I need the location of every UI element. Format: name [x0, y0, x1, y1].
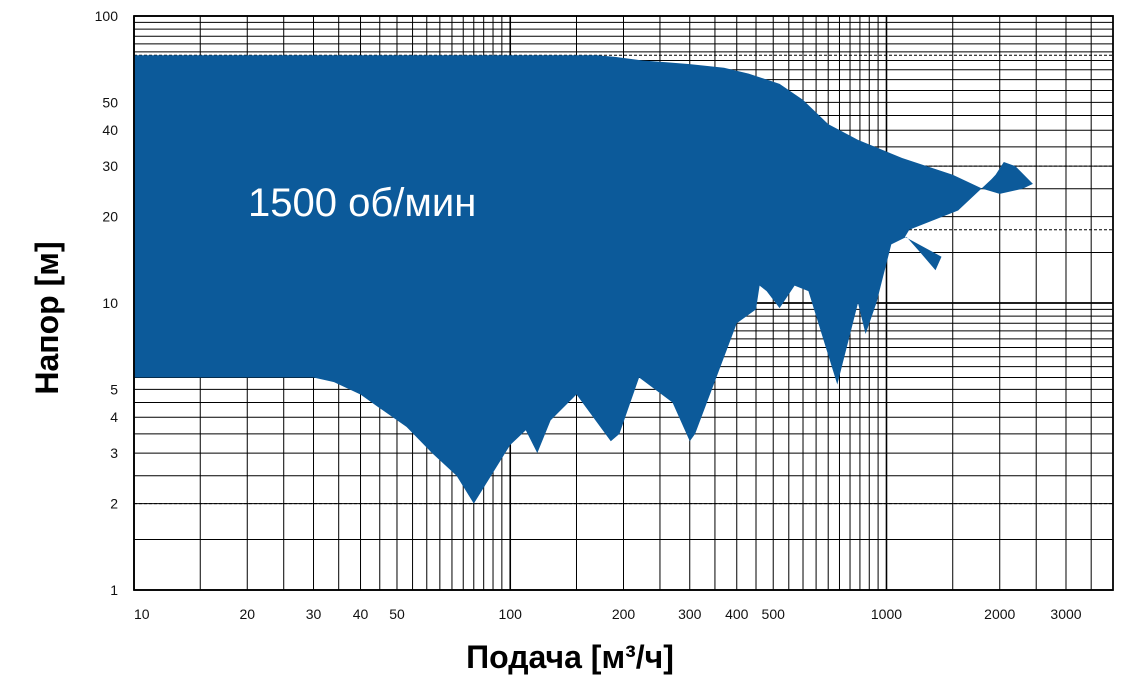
y-tick-label: 3 — [110, 445, 118, 461]
y-tick-label: 20 — [102, 209, 118, 225]
y-tick-label: 10 — [102, 295, 118, 311]
x-tick-label: 1000 — [871, 606, 902, 622]
y-tick-label: 4 — [110, 409, 118, 425]
x-tick-label: 40 — [353, 606, 369, 622]
x-tick-label: 400 — [725, 606, 749, 622]
y-tick-label: 2 — [110, 496, 118, 512]
x-tick-labels: 10 20 30 40 50 100 200 300 400 500 1000 2000 3000 — [134, 606, 1082, 622]
x-tick-label: 200 — [612, 606, 636, 622]
x-tick-label: 10 — [134, 606, 150, 622]
x-tick-label: 3000 — [1050, 606, 1081, 622]
y-tick-label: 40 — [102, 122, 118, 138]
plot-frame — [133, 15, 1114, 591]
x-tick-label: 30 — [306, 606, 322, 622]
x-tick-label: 20 — [239, 606, 255, 622]
x-tick-label: 300 — [678, 606, 702, 622]
speed-label: 1500 об/мин — [248, 181, 476, 225]
y-tick-label: 1 — [110, 582, 118, 598]
y-tick-labels: 1 2 3 4 5 10 20 30 40 50 100 — [95, 8, 119, 598]
x-tick-label: 100 — [499, 606, 523, 622]
y-tick-label: 50 — [102, 94, 118, 110]
dashed-reference-lines — [134, 54, 1113, 505]
x-tick-label: 50 — [389, 606, 405, 622]
x-axis-title: Подача [м³/ч] — [466, 639, 674, 675]
y-tick-label: 5 — [110, 381, 118, 397]
x-tick-label: 2000 — [984, 606, 1015, 622]
y-tick-label: 100 — [95, 8, 119, 24]
operating-area — [134, 55, 1033, 504]
y-axis-title: Напор [м] — [29, 241, 65, 394]
x-tick-label: 500 — [762, 606, 786, 622]
y-tick-label: 30 — [102, 158, 118, 174]
